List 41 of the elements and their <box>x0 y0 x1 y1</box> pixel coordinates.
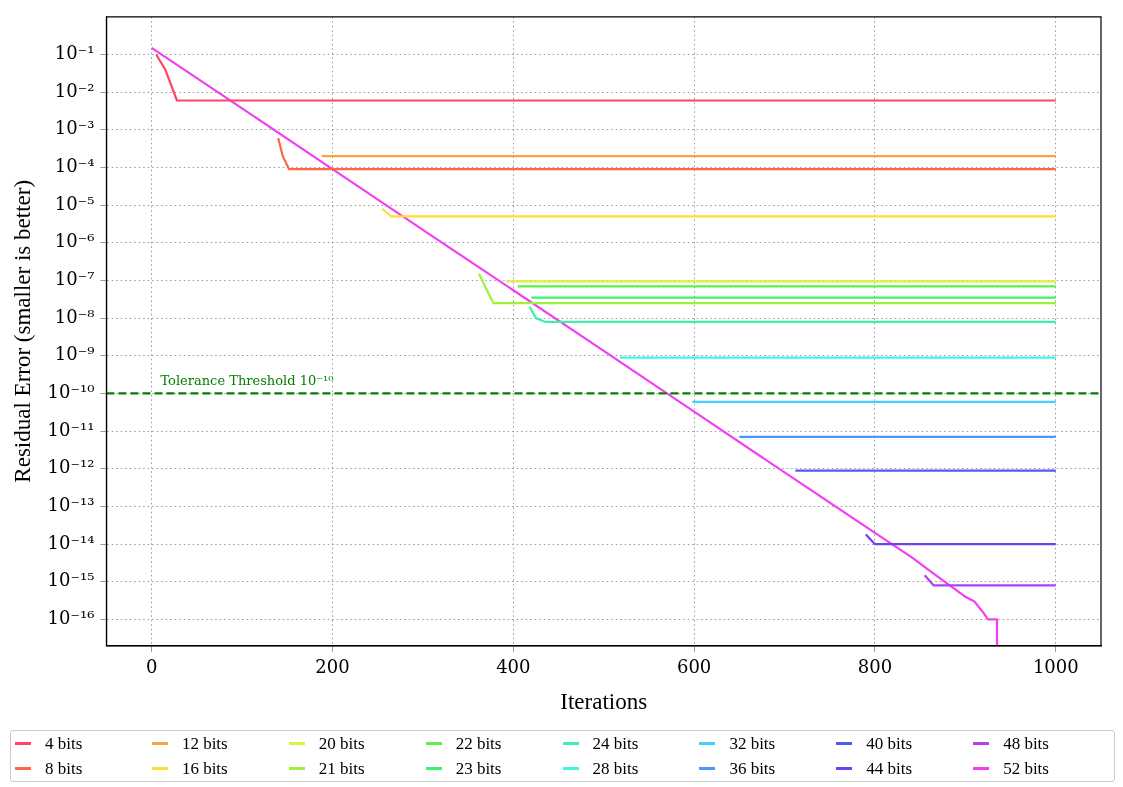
legend-label: 12 bits <box>181 733 228 754</box>
legend-label: 4 bits <box>45 733 83 754</box>
legend-label: 24 bits <box>592 733 639 754</box>
y-tick-label: 10⁻¹⁵ <box>47 569 95 591</box>
y-tick-label: 10⁻³ <box>54 117 95 139</box>
y-tick-label: 10⁻⁷ <box>54 268 95 290</box>
legend-label: 32 bits <box>729 733 776 754</box>
y-tick-label: 10⁻⁸ <box>54 305 95 327</box>
y-tick-label: 10⁻¹ <box>54 42 95 64</box>
y-tick-label: 10⁻¹³ <box>47 494 95 516</box>
y-tick-label: 10⁻⁴ <box>54 155 95 177</box>
y-tick-label: 10⁻⁹ <box>54 343 95 365</box>
x-axis-title: Iterations <box>560 689 648 715</box>
legend-label: 21 bits <box>318 758 365 779</box>
legend-label: 8 bits <box>45 758 83 779</box>
ref-line-label: Tolerance Threshold 10⁻¹⁰ <box>160 373 334 389</box>
x-tick-label: 800 <box>857 656 893 678</box>
legend-label: 23 bits <box>455 758 502 779</box>
y-tick-label: 10⁻² <box>54 79 95 101</box>
y-tick-label: 10⁻¹⁰ <box>47 381 95 403</box>
legend-label: 28 bits <box>592 758 639 779</box>
legend-label: 52 bits <box>1003 758 1049 779</box>
legend-label: 44 bits <box>866 758 913 779</box>
y-tick-label: 10⁻¹¹ <box>47 418 95 440</box>
x-tick-label: 400 <box>496 656 531 678</box>
legend-label: 40 bits <box>866 733 913 754</box>
legend-label: 16 bits <box>181 758 228 779</box>
legend-label: 22 bits <box>455 733 502 754</box>
y-axis-title: Residual Error (smaller is better) <box>9 179 35 483</box>
y-tick-label: 10⁻⁵ <box>54 192 95 214</box>
x-tick-label: 0 <box>145 656 158 678</box>
x-tick-label: 200 <box>315 656 350 678</box>
legend-label: 48 bits <box>1003 733 1049 754</box>
y-tick-label: 10⁻⁶ <box>54 230 95 252</box>
x-tick-label: 600 <box>676 656 712 678</box>
y-tick-label: 10⁻¹⁴ <box>47 531 95 553</box>
legend-label: 20 bits <box>318 733 365 754</box>
x-tick-label: 1000 <box>1032 656 1079 678</box>
y-tick-label: 10⁻¹⁶ <box>47 607 95 629</box>
y-tick-label: 10⁻¹² <box>47 456 95 478</box>
legend-label: 36 bits <box>729 758 776 779</box>
